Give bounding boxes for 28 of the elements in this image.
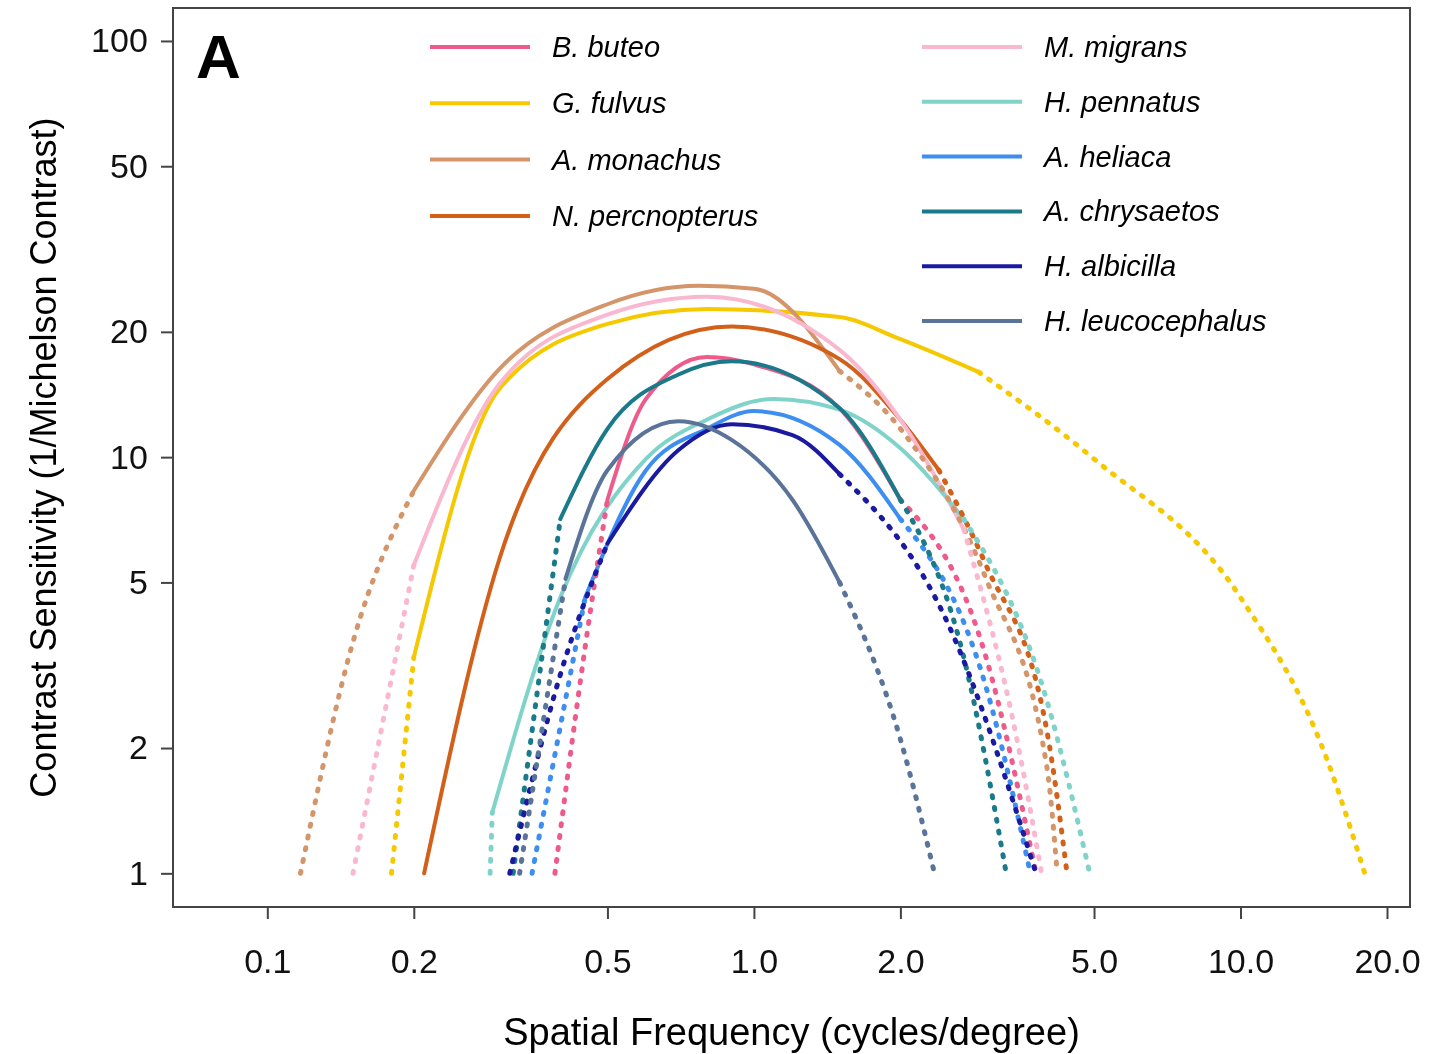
legend-label: M. migrans <box>1044 31 1188 63</box>
x-tick-label: 0.5 <box>584 942 632 980</box>
y-axis-title: Contrast Sensitivity (1/Michelson Contrast) <box>23 117 64 798</box>
x-tick-label: 10.0 <box>1207 942 1275 980</box>
y-tick-label: 50 <box>109 146 148 185</box>
annotation: A <box>196 22 241 91</box>
legend-label: H. pennatus <box>1044 85 1201 118</box>
x-axis-title: Spatial Frequency (cycles/degree) <box>503 1011 1080 1053</box>
legend-label: H. leucocephalus <box>1044 305 1267 337</box>
x-tick-label: 1.0 <box>730 942 779 980</box>
y-tick-label: 20 <box>109 312 148 351</box>
y-tick-label: 5 <box>128 562 148 601</box>
y-tick-label: 10 <box>109 437 148 476</box>
y-tick-label: 1 <box>128 853 148 892</box>
legend-label: N. percnopterus <box>552 199 759 232</box>
x-tick-label: 0.1 <box>244 942 292 980</box>
x-tick-label: 20.0 <box>1354 942 1421 980</box>
legend-label: A. monachus <box>550 143 722 176</box>
x-tick-label: 5.0 <box>1070 942 1119 980</box>
legend-label: A. heliaca <box>1042 140 1172 173</box>
legend-label: B. buteo <box>552 31 661 63</box>
y-tick-label: 2 <box>128 728 148 767</box>
x-tick-label: 2.0 <box>877 942 925 980</box>
x-tick-label: 0.2 <box>390 942 438 980</box>
legend-label: H. albicilla <box>1044 250 1177 283</box>
legend-label: G. fulvus <box>552 87 667 120</box>
legend-label: A. chrysaetos <box>1042 195 1220 228</box>
y-tick-label: 100 <box>91 21 148 60</box>
